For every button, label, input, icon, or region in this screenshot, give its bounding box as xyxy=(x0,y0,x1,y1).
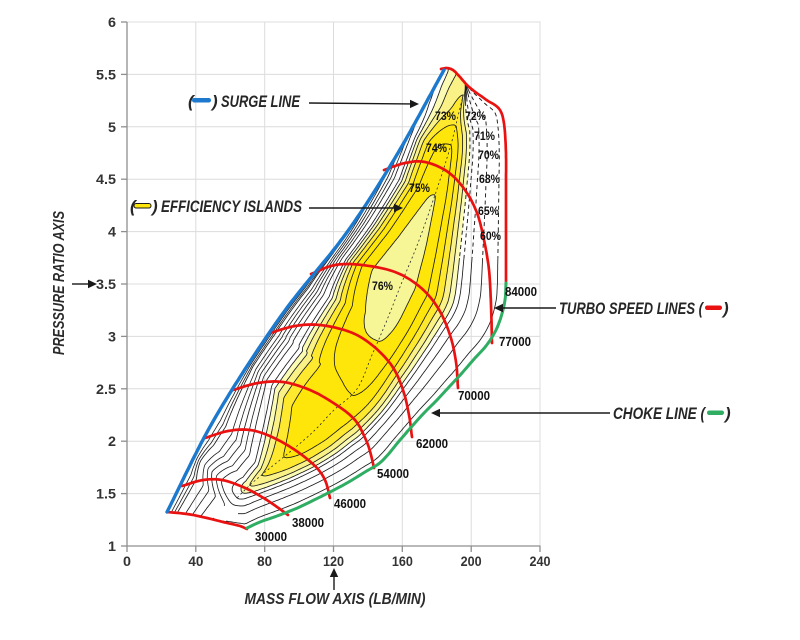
svg-text:4: 4 xyxy=(108,224,116,240)
svg-text:0: 0 xyxy=(123,553,131,569)
svg-text:PRESSURE RATIO AXIS: PRESSURE RATIO AXIS xyxy=(51,211,68,355)
svg-text:76%: 76% xyxy=(372,279,393,293)
svg-text:30000: 30000 xyxy=(255,529,287,544)
svg-text:84000: 84000 xyxy=(505,284,537,299)
svg-text:80: 80 xyxy=(257,553,272,569)
svg-text:160: 160 xyxy=(392,553,413,569)
svg-text:77000: 77000 xyxy=(499,334,531,349)
svg-text:3: 3 xyxy=(108,328,116,344)
svg-text:73%: 73% xyxy=(435,109,456,123)
svg-text:4.5: 4.5 xyxy=(96,171,116,187)
svg-text:46000: 46000 xyxy=(334,496,366,511)
svg-text:68%: 68% xyxy=(479,172,500,186)
svg-text:5: 5 xyxy=(108,119,116,135)
svg-text:): ) xyxy=(723,404,731,423)
svg-text:74%: 74% xyxy=(426,141,447,155)
svg-text:70000: 70000 xyxy=(458,388,490,403)
svg-text:72%: 72% xyxy=(465,109,486,123)
svg-text:60%: 60% xyxy=(480,229,501,243)
svg-text:1.5: 1.5 xyxy=(96,486,116,502)
svg-text:TURBO SPEED LINES (: TURBO SPEED LINES ( xyxy=(559,299,705,318)
svg-text:): ) xyxy=(721,299,729,318)
svg-text:120: 120 xyxy=(323,553,344,569)
svg-text:(: ( xyxy=(188,92,196,111)
svg-text:240: 240 xyxy=(529,553,550,569)
svg-text:2.5: 2.5 xyxy=(96,381,116,397)
svg-text:CHOKE LINE (: CHOKE LINE ( xyxy=(613,404,707,423)
svg-text:6: 6 xyxy=(108,14,116,30)
svg-text:2: 2 xyxy=(108,433,116,449)
svg-text:5.5: 5.5 xyxy=(96,66,116,82)
svg-text:75%: 75% xyxy=(409,181,430,195)
svg-text:): ) xyxy=(210,92,218,111)
svg-text:54000: 54000 xyxy=(377,466,409,481)
svg-text:MASS FLOW AXIS (LB/MIN): MASS FLOW AXIS (LB/MIN) xyxy=(245,591,426,608)
svg-text:38000: 38000 xyxy=(292,515,324,530)
svg-text:70%: 70% xyxy=(478,148,499,162)
svg-text:62000: 62000 xyxy=(416,436,448,451)
svg-text:EFFICIENCY ISLANDS: EFFICIENCY ISLANDS xyxy=(161,197,303,216)
svg-text:65%: 65% xyxy=(478,204,499,218)
svg-text:1: 1 xyxy=(108,538,116,554)
svg-text:40: 40 xyxy=(188,553,203,569)
svg-text:): ) xyxy=(150,197,158,216)
svg-text:71%: 71% xyxy=(474,129,495,143)
svg-text:SURGE LINE: SURGE LINE xyxy=(221,92,300,111)
svg-text:200: 200 xyxy=(461,553,482,569)
svg-text:3.5: 3.5 xyxy=(96,276,116,292)
